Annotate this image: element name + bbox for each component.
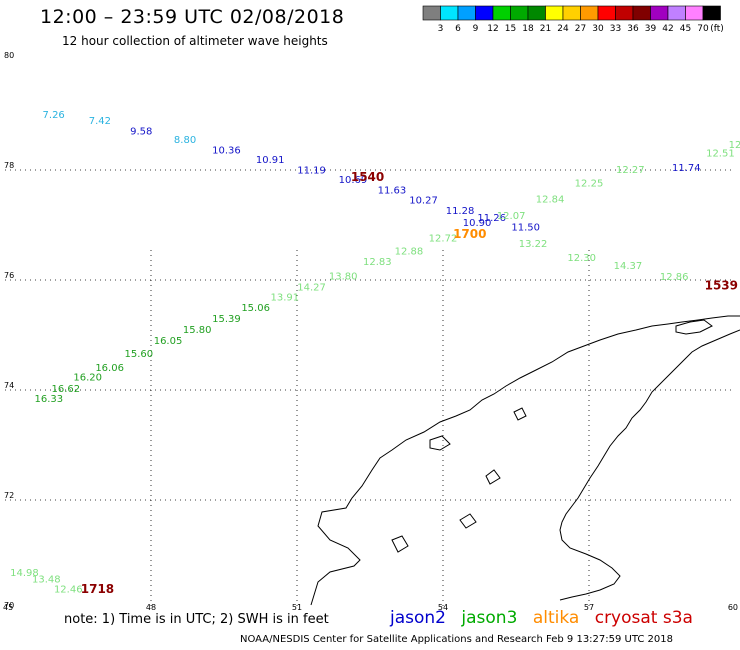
wave-height-label: 14.37 xyxy=(614,261,643,272)
wave-height-label: 10.91 xyxy=(256,155,285,166)
colorbar-tick-label: 27 xyxy=(575,24,586,34)
wave-height-label: 12.27 xyxy=(616,165,645,176)
coastline-islands xyxy=(391,319,713,553)
wave-height-label: 10.69 xyxy=(339,175,368,186)
time-layer: 1540 1700 1539 1718 xyxy=(81,170,738,596)
wave-height-label: 11.63 xyxy=(378,186,407,197)
wave-height-label: 11.74 xyxy=(672,163,701,174)
colorbar-tick-label: 12 xyxy=(487,24,498,34)
pass-time-label: 1700 xyxy=(453,227,486,241)
colorbar-tick-label: 45 xyxy=(680,24,691,34)
wave-height-label: 10.36 xyxy=(212,146,241,157)
footnote: note: 1) Time is in UTC; 2) SWH is in fe… xyxy=(64,612,329,627)
lon-label: 60 xyxy=(728,603,738,612)
wave-height-label: 16.05 xyxy=(154,336,183,347)
lon-label: 45 xyxy=(3,603,13,612)
wave-height-label: 16.06 xyxy=(95,363,124,374)
pass-time-label: 1540 xyxy=(351,170,384,184)
wave-height-label: 12 xyxy=(729,140,740,151)
colorbar-tick-label: 6 xyxy=(455,24,461,34)
colorbar-tick-label: 30 xyxy=(592,24,604,34)
lat-label: 74 xyxy=(4,381,14,390)
wave-height-label: 13.91 xyxy=(271,292,300,303)
wave-height-label: 12.30 xyxy=(567,253,596,264)
wave-height-label: 13.22 xyxy=(519,239,548,250)
colorbar-tick-label: 3 xyxy=(438,24,444,34)
colorbar-tick-label: 42 xyxy=(662,24,673,34)
legend-altika: altika xyxy=(532,608,580,628)
wave-height-label: 10.27 xyxy=(409,196,438,207)
wave-height-label: 12.25 xyxy=(575,179,604,190)
colorbar-tick-label: 24 xyxy=(557,24,569,34)
map-title: 12:00 – 23:59 UTC 02/08/2018 xyxy=(40,6,345,28)
wave-height-label: 12.83 xyxy=(363,257,392,268)
wave-height-label: 15.39 xyxy=(212,314,241,325)
wave-height-label: 16.62 xyxy=(52,384,81,395)
wave-height-label: 12.88 xyxy=(395,247,424,258)
coastline-land xyxy=(310,315,740,606)
color-scale-legend: 3 6 9 12 15 18 21 24 27 30 33 36 39 42 45 70 (ft) xyxy=(422,5,724,34)
wave-height-label: 13.48 xyxy=(32,575,61,586)
wave-height-label: 12.46 xyxy=(54,584,83,595)
legend-jason3: jason3 xyxy=(461,608,518,628)
colorbar-tick-label: 15 xyxy=(505,24,516,34)
colorbar-tick-label: 9 xyxy=(473,24,479,34)
colorbar-tick-label: 33 xyxy=(610,24,621,34)
wave-height-label: 12.72 xyxy=(429,234,458,245)
wave-height-label: 11.26 xyxy=(477,213,506,224)
colorbar-tick-label: 18 xyxy=(522,24,534,34)
lat-label: 72 xyxy=(4,491,14,500)
credit-line: NOAA/NESDIS Center for Satellite Applica… xyxy=(240,634,673,645)
lon-label: 48 xyxy=(146,603,156,612)
colorbar-tick-label: 70 xyxy=(697,24,709,34)
wave-height-label: 16.33 xyxy=(34,394,63,405)
wave-height-label: 15.06 xyxy=(241,303,270,314)
wave-height-label: 16.20 xyxy=(73,373,102,384)
lat-label: 70 xyxy=(4,601,14,610)
satellite-legend: jason2 jason3 altika cryosat s3a xyxy=(390,608,703,628)
wave-height-label: 12.86 xyxy=(660,272,689,283)
lon-label: 54 xyxy=(438,603,448,612)
wave-height-label: 7.26 xyxy=(43,110,65,121)
wave-height-label: 12.07 xyxy=(497,211,526,222)
wave-height-label: 15.80 xyxy=(183,325,212,336)
lon-label: 51 xyxy=(292,603,302,612)
legend-cryosat-s3a: cryosat s3a xyxy=(594,608,693,628)
wave-height-label: 14.27 xyxy=(297,282,326,293)
wave-height-label: 8.80 xyxy=(174,135,196,146)
lat-label: 80 xyxy=(4,51,14,60)
colorbar-swatch xyxy=(702,5,721,21)
lat-label: 76 xyxy=(4,271,14,280)
wave-height-label: 13.80 xyxy=(329,271,358,282)
wave-height-label: 11.19 xyxy=(297,165,326,176)
pass-time-label: 1539 xyxy=(705,278,738,292)
wave-height-label: 14.98 xyxy=(10,568,39,579)
colorbar-unit: (ft) xyxy=(710,24,724,34)
lat-label: 78 xyxy=(4,161,14,170)
wave-height-label: 10.90 xyxy=(463,218,492,229)
colorbar-tick-label: 21 xyxy=(540,24,551,34)
wave-height-label: 9.58 xyxy=(130,126,152,137)
wave-height-label: 11.28 xyxy=(446,206,475,217)
wave-height-label: 7.42 xyxy=(89,116,111,127)
observation-layer: 7.26 7.42 9.58 8.80 10.36 10.91 11.19 10.69 11.6… xyxy=(10,110,740,596)
wave-height-label: 12.51 xyxy=(706,148,735,159)
wave-height-label: 11.50 xyxy=(511,223,540,234)
colorbar-tick-label: 39 xyxy=(645,24,657,34)
pass-time-label: 1718 xyxy=(81,582,114,596)
wave-height-label: 15.60 xyxy=(125,349,154,360)
wave-height-label: 12.84 xyxy=(536,194,565,205)
legend-jason2: jason2 xyxy=(390,608,446,628)
colorbar-tick-label: 36 xyxy=(627,24,639,34)
lon-label: 57 xyxy=(584,603,594,612)
map-subtitle: 12 hour collection of altimeter wave hei… xyxy=(62,34,328,48)
